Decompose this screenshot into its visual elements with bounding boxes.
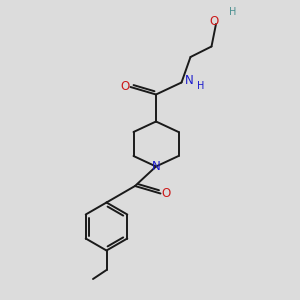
Text: O: O [210,14,219,28]
Text: O: O [121,80,130,94]
Text: N: N [152,160,160,173]
Text: H: H [229,7,236,17]
Text: H: H [197,81,205,91]
Text: O: O [161,187,170,200]
Text: N: N [185,74,194,88]
